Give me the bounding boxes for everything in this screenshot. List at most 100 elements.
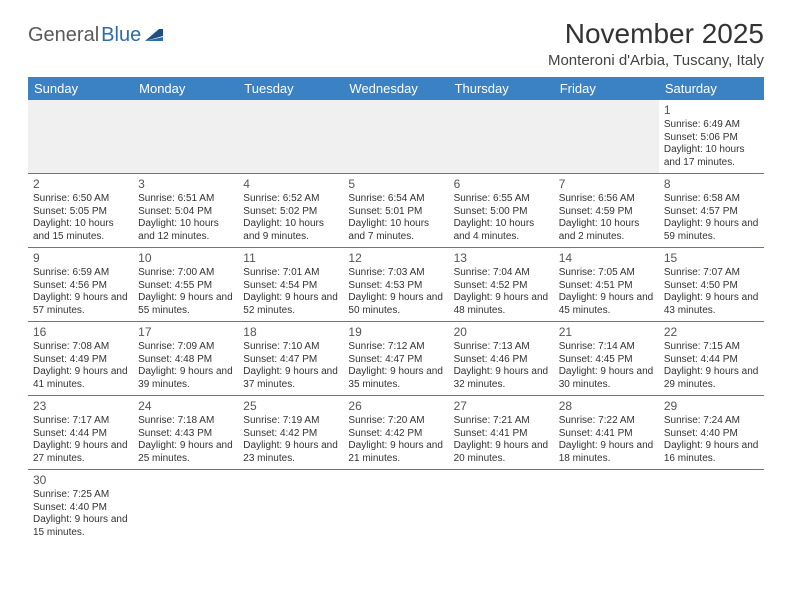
sunrise-line: Sunrise: 7:08 AM: [33, 341, 128, 354]
sunset-line: Sunset: 5:00 PM: [454, 206, 549, 219]
sunset-line: Sunset: 4:44 PM: [664, 354, 759, 367]
sunset-line: Sunset: 4:46 PM: [454, 354, 549, 367]
logo-text-blue: Blue: [101, 24, 141, 47]
sunset-line: Sunset: 4:49 PM: [33, 354, 128, 367]
day-number: 23: [33, 399, 128, 414]
day-number: 19: [348, 325, 443, 340]
day-number: 10: [138, 251, 233, 266]
daylight-line: Daylight: 9 hours and 20 minutes.: [454, 440, 549, 465]
day-cell: [238, 100, 343, 174]
sunrise-line: Sunrise: 7:24 AM: [664, 415, 759, 428]
sunset-line: Sunset: 4:57 PM: [664, 206, 759, 219]
sunset-line: Sunset: 4:56 PM: [33, 280, 128, 293]
day-cell: 24Sunrise: 7:18 AMSunset: 4:43 PMDayligh…: [133, 396, 238, 470]
day-cell: 2Sunrise: 6:50 AMSunset: 5:05 PMDaylight…: [28, 174, 133, 248]
sunrise-line: Sunrise: 6:54 AM: [348, 193, 443, 206]
daylight-line: Daylight: 9 hours and 16 minutes.: [664, 440, 759, 465]
col-header: Wednesday: [343, 77, 448, 100]
sunrise-line: Sunrise: 7:25 AM: [33, 489, 128, 502]
sunrise-line: Sunrise: 6:50 AM: [33, 193, 128, 206]
day-cell: 15Sunrise: 7:07 AMSunset: 4:50 PMDayligh…: [659, 248, 764, 322]
sunrise-line: Sunrise: 7:18 AM: [138, 415, 233, 428]
daylight-line: Daylight: 9 hours and 52 minutes.: [243, 292, 338, 317]
day-cell: [133, 470, 238, 544]
daylight-line: Daylight: 9 hours and 43 minutes.: [664, 292, 759, 317]
sunset-line: Sunset: 4:53 PM: [348, 280, 443, 293]
sunset-line: Sunset: 4:59 PM: [559, 206, 654, 219]
day-cell: [449, 100, 554, 174]
sunrise-line: Sunrise: 7:01 AM: [243, 267, 338, 280]
day-number: 6: [454, 177, 549, 192]
day-cell: 26Sunrise: 7:20 AMSunset: 4:42 PMDayligh…: [343, 396, 448, 470]
daylight-line: Daylight: 9 hours and 25 minutes.: [138, 440, 233, 465]
sunset-line: Sunset: 5:04 PM: [138, 206, 233, 219]
day-cell: 13Sunrise: 7:04 AMSunset: 4:52 PMDayligh…: [449, 248, 554, 322]
col-header: Friday: [554, 77, 659, 100]
day-cell: 23Sunrise: 7:17 AMSunset: 4:44 PMDayligh…: [28, 396, 133, 470]
daylight-line: Daylight: 9 hours and 48 minutes.: [454, 292, 549, 317]
sunset-line: Sunset: 4:51 PM: [559, 280, 654, 293]
sunrise-line: Sunrise: 6:56 AM: [559, 193, 654, 206]
day-cell: 20Sunrise: 7:13 AMSunset: 4:46 PMDayligh…: [449, 322, 554, 396]
sunset-line: Sunset: 4:50 PM: [664, 280, 759, 293]
flag-icon: [145, 27, 167, 43]
day-cell: 14Sunrise: 7:05 AMSunset: 4:51 PMDayligh…: [554, 248, 659, 322]
day-cell: 9Sunrise: 6:59 AMSunset: 4:56 PMDaylight…: [28, 248, 133, 322]
day-number: 26: [348, 399, 443, 414]
day-number: 16: [33, 325, 128, 340]
daylight-line: Daylight: 10 hours and 9 minutes.: [243, 218, 338, 243]
sunrise-line: Sunrise: 7:07 AM: [664, 267, 759, 280]
sunrise-line: Sunrise: 7:17 AM: [33, 415, 128, 428]
day-number: 1: [664, 103, 759, 118]
sunrise-line: Sunrise: 7:04 AM: [454, 267, 549, 280]
day-number: 27: [454, 399, 549, 414]
daylight-line: Daylight: 9 hours and 23 minutes.: [243, 440, 338, 465]
day-cell: 30Sunrise: 7:25 AMSunset: 4:40 PMDayligh…: [28, 470, 133, 544]
sunrise-line: Sunrise: 7:10 AM: [243, 341, 338, 354]
day-cell: 16Sunrise: 7:08 AMSunset: 4:49 PMDayligh…: [28, 322, 133, 396]
day-number: 20: [454, 325, 549, 340]
daylight-line: Daylight: 9 hours and 59 minutes.: [664, 218, 759, 243]
day-cell: [343, 470, 448, 544]
daylight-line: Daylight: 9 hours and 39 minutes.: [138, 366, 233, 391]
day-cell: 7Sunrise: 6:56 AMSunset: 4:59 PMDaylight…: [554, 174, 659, 248]
sunrise-line: Sunrise: 7:19 AM: [243, 415, 338, 428]
col-header: Tuesday: [238, 77, 343, 100]
day-cell: 4Sunrise: 6:52 AMSunset: 5:02 PMDaylight…: [238, 174, 343, 248]
daylight-line: Daylight: 9 hours and 35 minutes.: [348, 366, 443, 391]
sunrise-line: Sunrise: 7:12 AM: [348, 341, 443, 354]
sunset-line: Sunset: 4:55 PM: [138, 280, 233, 293]
day-cell: 21Sunrise: 7:14 AMSunset: 4:45 PMDayligh…: [554, 322, 659, 396]
day-number: 3: [138, 177, 233, 192]
day-number: 22: [664, 325, 759, 340]
day-number: 12: [348, 251, 443, 266]
sunset-line: Sunset: 4:42 PM: [348, 428, 443, 441]
sunset-line: Sunset: 4:44 PM: [33, 428, 128, 441]
sunrise-line: Sunrise: 6:58 AM: [664, 193, 759, 206]
day-number: 17: [138, 325, 233, 340]
day-number: 24: [138, 399, 233, 414]
day-number: 8: [664, 177, 759, 192]
location: Monteroni d'Arbia, Tuscany, Italy: [548, 52, 764, 69]
logo-text-general: General: [28, 24, 99, 47]
sunset-line: Sunset: 5:01 PM: [348, 206, 443, 219]
daylight-line: Daylight: 9 hours and 55 minutes.: [138, 292, 233, 317]
sunset-line: Sunset: 4:43 PM: [138, 428, 233, 441]
day-cell: [238, 470, 343, 544]
daylight-line: Daylight: 10 hours and 4 minutes.: [454, 218, 549, 243]
logo: GeneralBlue: [28, 24, 167, 47]
sunset-line: Sunset: 4:47 PM: [243, 354, 338, 367]
daylight-line: Daylight: 9 hours and 15 minutes.: [33, 514, 128, 539]
day-cell: [554, 100, 659, 174]
day-cell: 6Sunrise: 6:55 AMSunset: 5:00 PMDaylight…: [449, 174, 554, 248]
sunrise-line: Sunrise: 6:55 AM: [454, 193, 549, 206]
day-cell: 18Sunrise: 7:10 AMSunset: 4:47 PMDayligh…: [238, 322, 343, 396]
daylight-line: Daylight: 9 hours and 30 minutes.: [559, 366, 654, 391]
daylight-line: Daylight: 9 hours and 27 minutes.: [33, 440, 128, 465]
day-number: 7: [559, 177, 654, 192]
calendar-table: SundayMondayTuesdayWednesdayThursdayFrid…: [28, 77, 764, 543]
sunset-line: Sunset: 4:40 PM: [33, 502, 128, 515]
sunset-line: Sunset: 4:47 PM: [348, 354, 443, 367]
col-header: Thursday: [449, 77, 554, 100]
col-header: Sunday: [28, 77, 133, 100]
